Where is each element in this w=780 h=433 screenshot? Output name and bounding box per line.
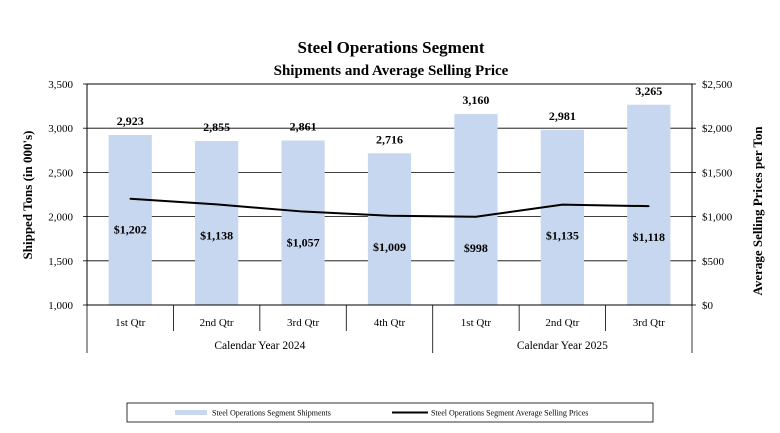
group-label: Calendar Year 2025 [517, 340, 608, 352]
left-tick-label: 3,500 [48, 79, 73, 91]
left-tick-label: 1,000 [48, 300, 73, 312]
bar [108, 135, 152, 305]
price-point [647, 205, 650, 207]
left-tick-label: 3,000 [48, 123, 73, 135]
bar-value-label: 2,855 [203, 120, 230, 134]
right-axis-ticks: $0 $500 $1,000 $1,500 $2,000 $2,500 [692, 79, 733, 312]
price-point [561, 203, 564, 206]
bar [281, 140, 325, 305]
price-point [475, 215, 477, 218]
price-point [215, 203, 218, 206]
chart-subtitle: Shipments and Average Selling Price [274, 63, 509, 79]
right-tick-label: $1,000 [702, 212, 733, 224]
legend-box [126, 402, 654, 423]
bar [454, 114, 498, 305]
bar-series [108, 104, 671, 305]
category-axis: 1st Qtr 2nd Qtr 3rd Qtr 4th Qtr 1st Qtr 2nd Q… [86, 305, 693, 353]
legend: Steel Operations Segment Shipments Steel… [126, 402, 654, 423]
bar [367, 153, 412, 305]
line-value-label: $1,009 [373, 240, 406, 254]
line-value-label: $1,118 [633, 230, 665, 244]
price-point [129, 197, 132, 200]
category-label: 1st Qtr [461, 317, 492, 329]
category-label: 2nd Qtr [200, 317, 234, 329]
bar-value-label: 2,923 [117, 114, 144, 128]
bar-value-label: 2,716 [376, 132, 403, 146]
left-axis-ticks: 1,000 1,500 2,000 2,500 3,000 3,500 [48, 79, 87, 312]
right-tick-label: $1,500 [702, 167, 733, 179]
price-point [388, 215, 391, 217]
bar [195, 141, 239, 305]
category-label: 3rd Qtr [633, 317, 665, 329]
bar-value-label: 2,861 [290, 119, 317, 133]
left-tick-label: 2,500 [48, 167, 73, 179]
line-value-label: $1,057 [287, 236, 320, 250]
legend-line-label: Steel Operations Segment Average Selling… [431, 409, 588, 418]
category-label: 1st Qtr [115, 317, 146, 329]
bar-value-labels: 2,923 2,855 2,861 2,716 3,160 2,981 3,265 [117, 84, 663, 147]
bar-value-label: 3,160 [462, 93, 489, 107]
bar [540, 129, 584, 305]
category-label: 4th Qtr [374, 317, 406, 329]
left-axis-title: Shipped Tons (in 000's) [20, 131, 35, 260]
right-tick-label: $2,000 [702, 123, 733, 135]
right-tick-label: $0 [702, 300, 714, 312]
line-value-label: $1,202 [114, 223, 147, 237]
price-point [302, 210, 304, 213]
right-tick-label: $500 [702, 256, 725, 268]
right-axis-title: Average Selling Prices per Ton [750, 126, 765, 296]
line-series [129, 197, 650, 218]
line-value-label: $1,138 [200, 228, 233, 242]
bar-value-label: 3,265 [635, 84, 662, 98]
group-label: Calendar Year 2024 [214, 340, 305, 352]
line-value-label: $1,135 [546, 229, 579, 243]
category-label: 3rd Qtr [287, 317, 319, 329]
legend-bar-swatch [175, 410, 207, 415]
left-tick-label: 2,000 [48, 212, 73, 224]
right-tick-label: $2,500 [702, 79, 733, 91]
line-value-label: $998 [464, 241, 488, 255]
left-tick-label: 1,500 [48, 256, 73, 268]
plot-frame [86, 83, 693, 306]
line-value-labels: $1,202 $1,138 $1,057 $1,009 $998 $1,135 $1,118 [114, 223, 665, 255]
category-label: 2nd Qtr [545, 317, 579, 329]
legend-bar-label: Steel Operations Segment Shipments [212, 409, 331, 418]
chart-title: Steel Operations Segment [298, 38, 485, 57]
bar [627, 104, 671, 305]
bar-value-label: 2,981 [549, 109, 576, 123]
